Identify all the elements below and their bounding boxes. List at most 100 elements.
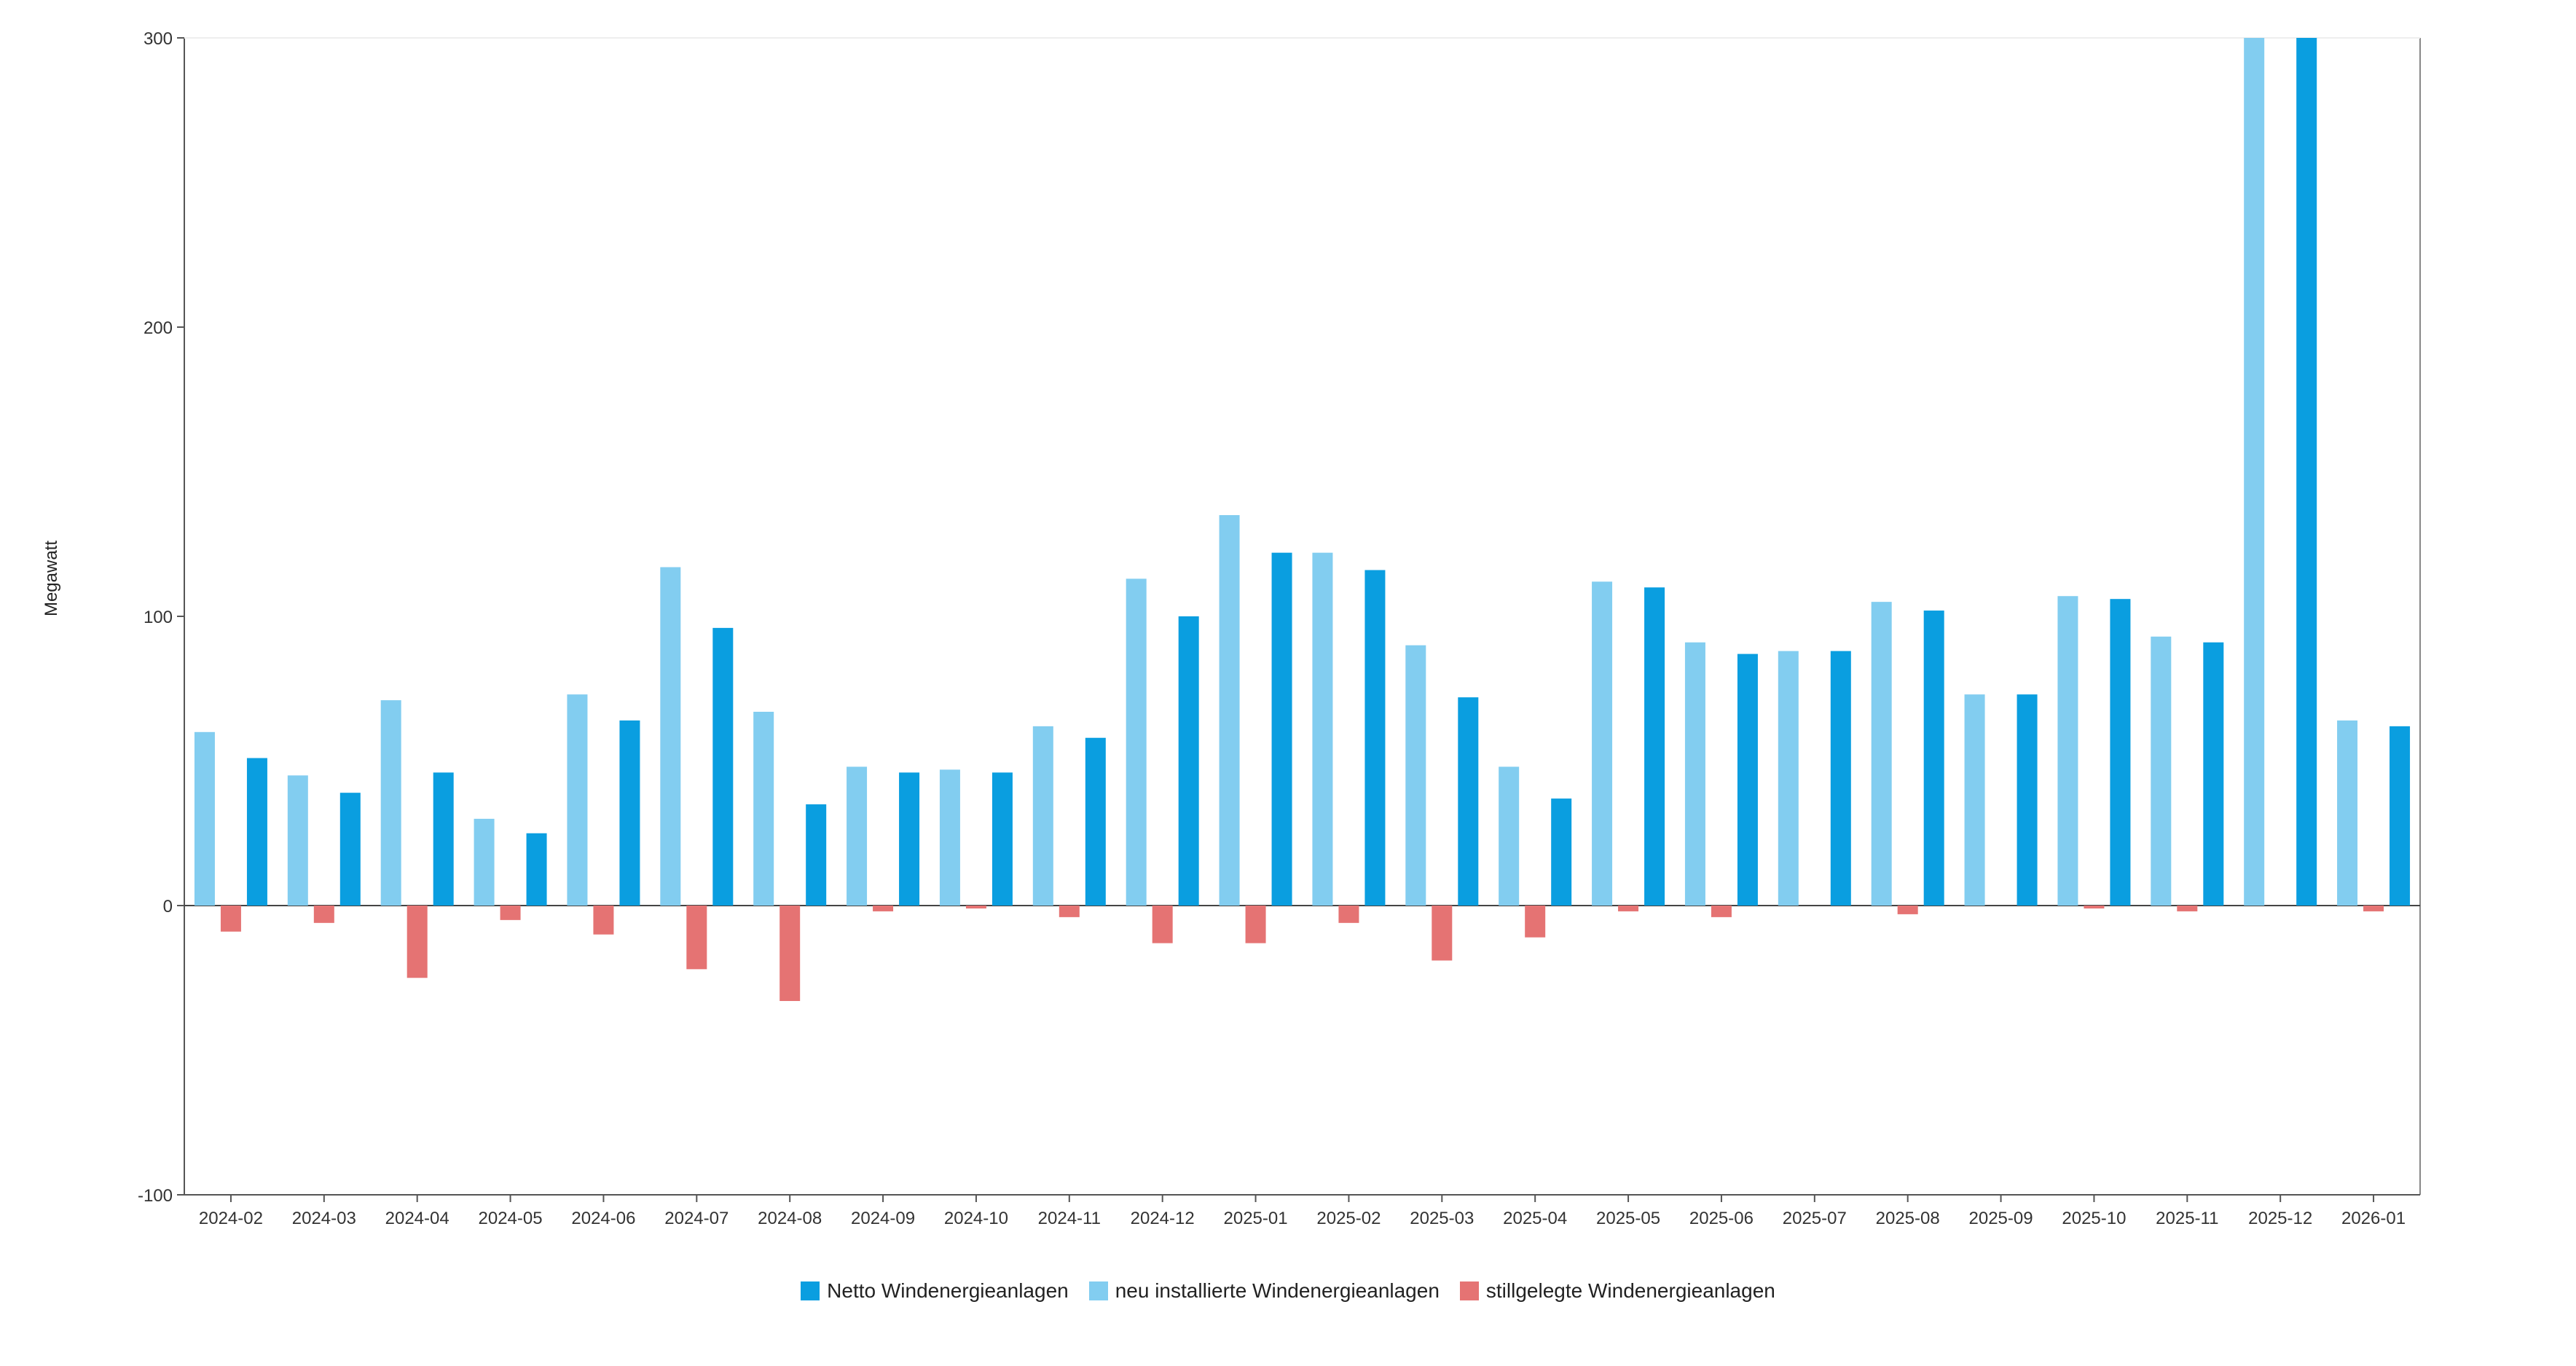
bar-netto-2024-12 xyxy=(1178,616,1199,906)
bar-netto-2025-12 xyxy=(2296,38,2317,906)
bar-neu-2024-03 xyxy=(287,775,308,906)
bar-netto-2024-11 xyxy=(1085,737,1106,906)
bar-stillgelegt-2025-10 xyxy=(2084,906,2105,908)
legend-swatch-netto xyxy=(801,1281,820,1300)
bar-netto-2025-07 xyxy=(1830,651,1851,906)
bar-neu-2026-01 xyxy=(2337,720,2358,906)
x-tick-label: 2024-05 xyxy=(479,1209,543,1228)
bar-stillgelegt-2024-05 xyxy=(500,906,521,920)
bar-neu-2025-04 xyxy=(1499,766,1520,906)
x-tick-label: 2025-05 xyxy=(1596,1209,1660,1228)
x-tick-label: 2024-04 xyxy=(385,1209,449,1228)
x-tick-label: 2025-07 xyxy=(1783,1209,1847,1228)
bar-neu-2024-12 xyxy=(1126,578,1147,906)
bar-netto-2025-10 xyxy=(2110,599,2131,906)
bar-stillgelegt-2024-08 xyxy=(780,906,801,1002)
bar-stillgelegt-2025-03 xyxy=(1432,906,1453,961)
bar-stillgelegt-2024-07 xyxy=(686,906,707,970)
x-tick-label: 2025-09 xyxy=(1969,1209,2033,1228)
x-tick-label: 2025-04 xyxy=(1503,1209,1567,1228)
bar-neu-2025-03 xyxy=(1405,645,1426,906)
x-tick-label: 2024-07 xyxy=(664,1209,729,1228)
bar-netto-2025-09 xyxy=(2017,694,2038,906)
legend-swatch-neu xyxy=(1088,1281,1108,1300)
bar-stillgelegt-2024-10 xyxy=(965,906,986,908)
x-tick-label: 2024-09 xyxy=(851,1209,915,1228)
bar-netto-2024-02 xyxy=(246,758,267,906)
bar-stillgelegt-2025-01 xyxy=(1245,906,1266,943)
x-tick-label: 2025-06 xyxy=(1689,1209,1754,1228)
bar-stillgelegt-2025-06 xyxy=(1711,906,1732,917)
x-tick-label: 2025-08 xyxy=(1876,1209,1940,1228)
bar-stillgelegt-2024-09 xyxy=(873,906,894,911)
bar-stillgelegt-2025-11 xyxy=(2177,906,2198,911)
y-tick-label: 100 xyxy=(144,608,173,627)
x-tick-label: 2024-02 xyxy=(199,1209,263,1228)
bar-stillgelegt-2025-05 xyxy=(1618,906,1639,911)
bar-neu-2025-10 xyxy=(2057,596,2078,906)
y-tick-label: 300 xyxy=(144,29,173,49)
bar-neu-2025-12 xyxy=(2244,38,2265,906)
y-tick-label: 200 xyxy=(144,318,173,338)
legend-label-netto: Netto Windenergieanlagen xyxy=(827,1279,1069,1302)
bar-netto-2024-03 xyxy=(339,793,361,906)
bar-neu-2025-07 xyxy=(1778,651,1799,906)
bar-neu-2025-08 xyxy=(1871,602,1892,906)
legend-item-neu[interactable]: neu installierte Windenergieanlagen xyxy=(1088,1279,1440,1303)
y-tick-label: -100 xyxy=(138,1186,173,1206)
x-tick-label: 2024-08 xyxy=(758,1209,822,1228)
bar-neu-2025-09 xyxy=(1964,694,1985,906)
bar-netto-2025-06 xyxy=(1737,653,1758,906)
bar-neu-2024-11 xyxy=(1032,726,1053,906)
bar-neu-2024-07 xyxy=(660,567,681,906)
bar-neu-2025-11 xyxy=(2151,636,2172,906)
legend-item-netto[interactable]: Netto Windenergieanlagen xyxy=(801,1279,1069,1303)
bar-neu-2025-02 xyxy=(1312,552,1333,906)
legend-swatch-stillgelegt xyxy=(1459,1281,1479,1300)
bar-stillgelegt-2024-04 xyxy=(407,906,428,978)
bar-netto-2026-01 xyxy=(2390,726,2411,906)
x-tick-label: 2025-12 xyxy=(2248,1209,2312,1228)
x-tick-label: 2025-01 xyxy=(1224,1209,1288,1228)
bar-stillgelegt-2025-08 xyxy=(1897,906,1918,914)
legend-item-stillgelegt[interactable]: stillgelegte Windenergieanlagen xyxy=(1459,1279,1775,1303)
x-tick-label: 2024-12 xyxy=(1131,1209,1195,1228)
bar-netto-2024-07 xyxy=(712,627,734,906)
bar-netto-2024-09 xyxy=(899,772,920,906)
bar-stillgelegt-2024-06 xyxy=(593,906,614,935)
bar-neu-2024-09 xyxy=(847,766,868,906)
x-tick-label: 2025-02 xyxy=(1316,1209,1381,1228)
bar-netto-2025-08 xyxy=(1923,611,1944,906)
x-tick-label: 2025-11 xyxy=(2156,1209,2218,1228)
bar-neu-2024-08 xyxy=(753,712,774,906)
bar-neu-2025-06 xyxy=(1684,642,1705,906)
legend-label-stillgelegt: stillgelegte Windenergieanlagen xyxy=(1485,1279,1775,1302)
bar-neu-2025-05 xyxy=(1592,581,1613,906)
x-tick-label: 2026-01 xyxy=(2341,1209,2406,1228)
bar-neu-2024-05 xyxy=(474,818,495,906)
bar-netto-2025-04 xyxy=(1551,798,1572,906)
bar-neu-2024-02 xyxy=(194,731,215,906)
bar-netto-2024-08 xyxy=(806,804,827,906)
bar-netto-2025-03 xyxy=(1458,697,1479,906)
x-tick-label: 2024-11 xyxy=(1038,1209,1101,1228)
y-axis-title: Megawatt xyxy=(42,541,61,616)
bar-netto-2024-04 xyxy=(433,772,454,906)
bar-neu-2024-04 xyxy=(380,700,401,906)
bar-stillgelegt-2025-02 xyxy=(1338,906,1359,923)
legend: Netto Windenergieanlagen neu installiert… xyxy=(0,1279,2576,1303)
x-tick-label: 2024-10 xyxy=(944,1209,1008,1228)
bar-netto-2024-06 xyxy=(619,720,640,906)
bar-neu-2024-06 xyxy=(567,694,588,906)
bar-stillgelegt-2025-04 xyxy=(1525,906,1546,938)
x-tick-label: 2025-03 xyxy=(1410,1209,1474,1228)
bar-netto-2025-05 xyxy=(1644,587,1665,906)
bar-neu-2025-01 xyxy=(1219,515,1240,906)
bar-stillgelegt-2026-01 xyxy=(2363,906,2384,911)
bar-netto-2025-11 xyxy=(2203,642,2224,906)
bar-netto-2025-02 xyxy=(1364,570,1386,906)
bar-stillgelegt-2024-02 xyxy=(220,906,241,932)
x-tick-label: 2024-03 xyxy=(292,1209,356,1228)
bar-stillgelegt-2024-03 xyxy=(313,906,334,923)
